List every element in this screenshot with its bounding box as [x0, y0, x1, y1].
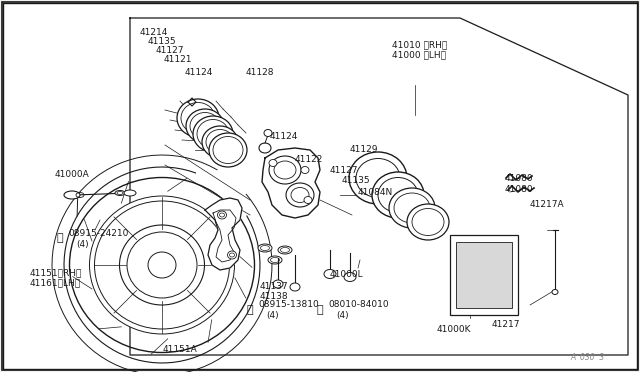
Text: 41151A: 41151A [163, 345, 198, 354]
Ellipse shape [202, 126, 238, 158]
Text: 41000 〈LH〉: 41000 〈LH〉 [392, 50, 446, 59]
Text: 41080: 41080 [505, 185, 534, 194]
Text: (4): (4) [336, 311, 349, 320]
Ellipse shape [552, 289, 558, 295]
Polygon shape [130, 18, 628, 355]
Ellipse shape [177, 99, 219, 137]
Ellipse shape [124, 190, 136, 196]
Text: 41137: 41137 [260, 282, 289, 291]
Text: Ⓦ: Ⓦ [246, 305, 253, 315]
Text: 41124: 41124 [270, 132, 298, 141]
Ellipse shape [193, 116, 233, 152]
Text: 08915-24210: 08915-24210 [68, 229, 129, 238]
Text: Ⓦ: Ⓦ [57, 233, 63, 243]
Bar [456, 242, 512, 308]
Text: 41127: 41127 [330, 166, 358, 175]
Text: 41124: 41124 [185, 68, 213, 77]
Ellipse shape [304, 196, 312, 203]
Text: Ⓑ: Ⓑ [317, 305, 323, 315]
Text: 41138: 41138 [260, 292, 289, 301]
Ellipse shape [218, 211, 227, 219]
Text: 41217A: 41217A [530, 200, 564, 209]
Bar [450, 235, 518, 315]
Ellipse shape [120, 225, 205, 305]
Text: 41000A: 41000A [55, 170, 90, 179]
Ellipse shape [273, 280, 283, 288]
Ellipse shape [227, 251, 237, 259]
Ellipse shape [344, 273, 356, 282]
Text: 41000K: 41000K [437, 325, 472, 334]
Ellipse shape [407, 204, 449, 240]
Ellipse shape [90, 196, 234, 334]
Ellipse shape [269, 160, 277, 167]
Ellipse shape [186, 109, 224, 143]
Ellipse shape [259, 143, 271, 153]
Text: (4): (4) [266, 311, 278, 320]
Text: 41214: 41214 [140, 28, 168, 37]
Text: A  030  3: A 030 3 [570, 353, 604, 362]
Ellipse shape [372, 172, 424, 218]
Text: 41135: 41135 [148, 37, 177, 46]
Ellipse shape [389, 188, 435, 228]
Text: 41135: 41135 [342, 176, 371, 185]
Text: 41161〈LH〉: 41161〈LH〉 [30, 278, 81, 287]
Ellipse shape [290, 283, 300, 291]
Text: 41128: 41128 [246, 68, 275, 77]
Ellipse shape [258, 244, 272, 252]
Text: 41217: 41217 [492, 320, 520, 329]
Ellipse shape [278, 246, 292, 254]
Ellipse shape [324, 269, 336, 279]
Text: 41121: 41121 [164, 55, 193, 64]
Ellipse shape [209, 133, 247, 167]
Text: 41080: 41080 [505, 174, 534, 183]
Ellipse shape [269, 156, 301, 184]
Polygon shape [262, 148, 320, 218]
Ellipse shape [264, 129, 272, 137]
Text: 41151〈RH〉: 41151〈RH〉 [30, 268, 83, 277]
Text: 08915-13810: 08915-13810 [258, 300, 319, 309]
Text: 08010-84010: 08010-84010 [328, 300, 388, 309]
Text: 41084N: 41084N [358, 188, 393, 197]
Ellipse shape [301, 167, 309, 173]
Text: 41129: 41129 [350, 145, 378, 154]
Polygon shape [205, 198, 242, 270]
Ellipse shape [349, 152, 407, 204]
Ellipse shape [148, 252, 176, 278]
Text: 41122: 41122 [295, 155, 323, 164]
Text: 41010 〈RH〉: 41010 〈RH〉 [392, 40, 447, 49]
Ellipse shape [115, 190, 125, 196]
Ellipse shape [286, 183, 314, 207]
Text: 41000L: 41000L [330, 270, 364, 279]
Ellipse shape [268, 256, 282, 264]
Text: (4): (4) [76, 240, 88, 249]
Ellipse shape [64, 191, 80, 199]
Text: 41127: 41127 [156, 46, 184, 55]
